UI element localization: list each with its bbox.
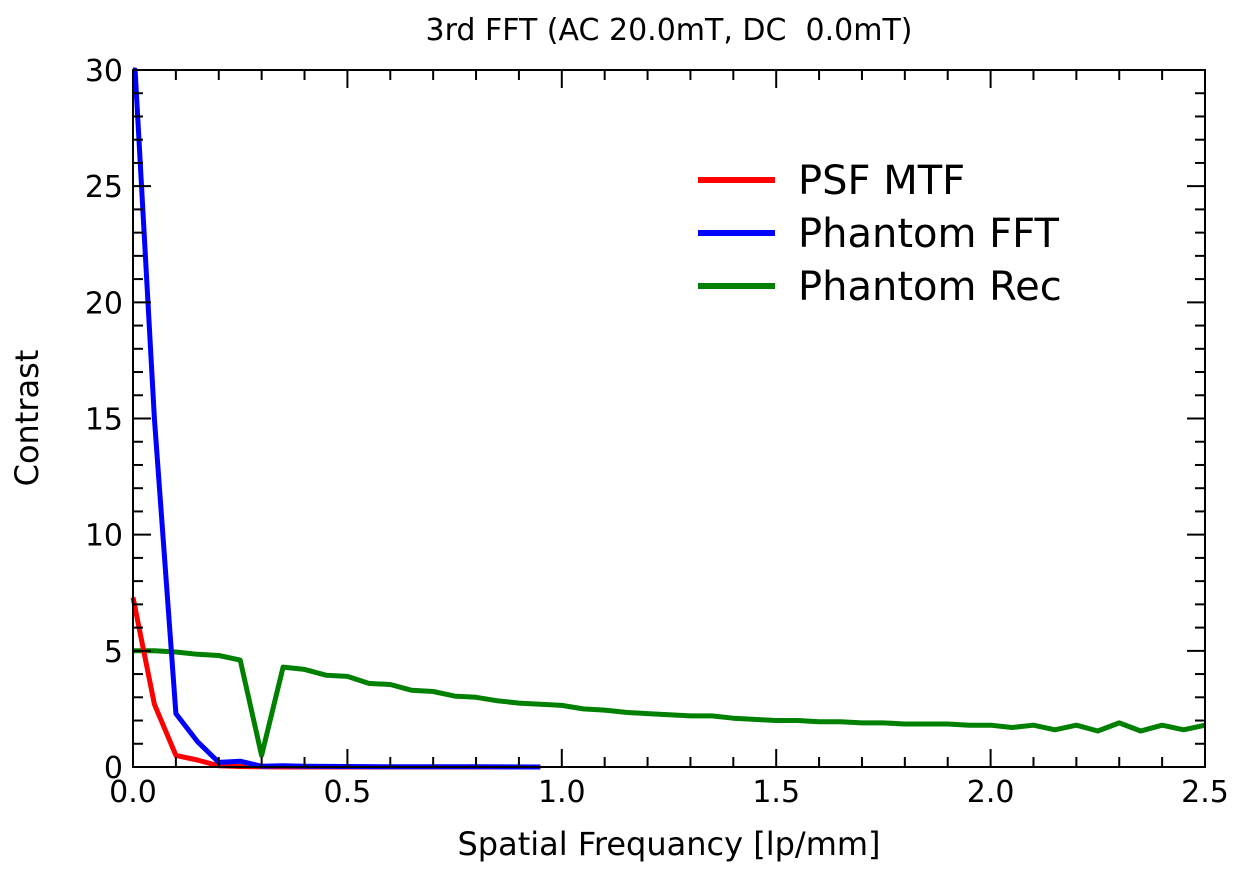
- series-line-psf-mtf: [130, 596, 541, 770]
- x-axis-label: Spatial Frequancy [lp/mm]: [457, 825, 880, 863]
- series-line-phantom-rec: [133, 648, 1206, 758]
- legend: PSF MTF Phantom FFT Phantom Rec: [698, 158, 1062, 310]
- x-tick-label: 2.5: [1181, 775, 1229, 810]
- y-tick-label: 5: [104, 635, 123, 670]
- y-tick-label: 15: [85, 403, 123, 438]
- y-tick-label: 25: [85, 170, 123, 205]
- series-layer: [130, 67, 1206, 770]
- y-tick-label: 30: [85, 54, 123, 89]
- chart-title: 3rd FFT (AC 20.0mT, DC 0.0mT): [425, 13, 912, 48]
- plot-area: [130, 67, 1206, 770]
- legend-label-psf-mtf: PSF MTF: [798, 158, 965, 204]
- x-tick-label: 0.5: [324, 775, 372, 810]
- x-tick-label: 2.0: [967, 775, 1015, 810]
- x-tick-label: 1.5: [752, 775, 800, 810]
- plot-frame: [132, 69, 1206, 768]
- series-line-phantom-fft: [132, 67, 541, 770]
- legend-label-phantom-rec: Phantom Rec: [798, 264, 1062, 310]
- y-tick-label: 0: [104, 751, 123, 786]
- legend-label-phantom-fft: Phantom FFT: [798, 211, 1059, 257]
- y-tick-label: 10: [85, 519, 123, 554]
- y-axis-label: Contrast: [8, 350, 46, 487]
- tick-layer: [132, 69, 1206, 768]
- x-tick-label: 0.0: [109, 775, 157, 810]
- x-tick-label: 1.0: [538, 775, 586, 810]
- y-tick-label: 20: [85, 286, 123, 321]
